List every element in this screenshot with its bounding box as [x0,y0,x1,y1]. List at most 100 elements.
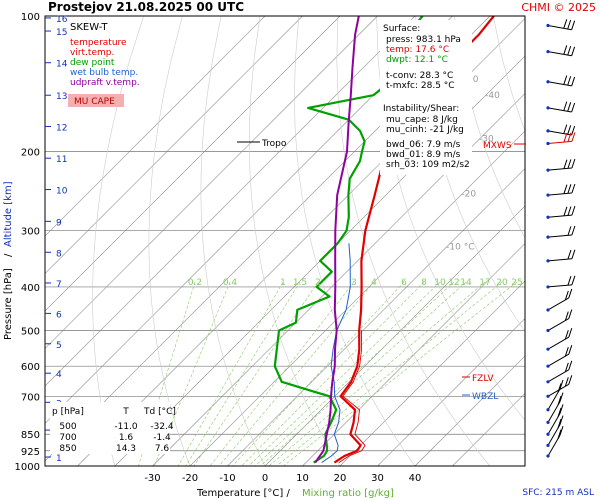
temp-tick--10: -10 [219,473,235,484]
isotherm-20 [339,280,525,466]
barb-feather [557,383,562,393]
legend-item-temperature: temperature [70,38,127,48]
table-row-700-t: 1.6 [119,433,134,443]
barb-feather [571,275,576,285]
barb-feather [568,309,573,319]
mixing-line-3 [185,281,301,466]
barb-feather [571,20,576,30]
wind-barb-120 [546,45,576,57]
dry-adiabat-100 [415,16,525,333]
fzlv-label: FZLV [472,374,494,384]
barb-feather [563,132,568,143]
barb-feather [567,102,572,112]
barb-dot [546,50,550,54]
table-row-500-t: -11.0 [114,422,138,432]
table-row-500-p: 500 [59,422,76,432]
barb-feather [567,249,572,260]
mu-cape-badge [68,94,124,107]
barb-feather [571,46,576,56]
wind-barb-220 [546,158,576,172]
bwd-01-value: bwd_01: 8.9 m/s [386,150,461,160]
altitude-tick-4: 4 [56,370,62,380]
mixing-line-7 [232,281,405,466]
wind-barb-950 [546,426,564,458]
barb-dot [546,408,550,412]
altitude-tick-15: 15 [56,28,67,38]
barb-dot [546,80,550,84]
legend: SKEW-T temperature virt.temp. dew point … [68,22,140,107]
table-row-850-t: 14.3 [116,444,136,454]
barb-feather [564,311,569,321]
temp-tick-40: 40 [409,473,422,484]
altitude-tick-13: 13 [56,92,67,102]
barb-dot [546,285,550,289]
pressure-tick-600: 600 [21,362,40,373]
altitude-tick-12: 12 [56,123,67,133]
barb-feather [567,76,572,86]
barb-feather [567,125,572,135]
barb-feather [568,328,573,338]
mixing-label-11: 14 [460,278,472,288]
dry-adiabat-180 [571,16,600,466]
barb-feather [563,124,568,134]
barb-feather [557,407,562,418]
barb-feather [571,205,576,216]
isotherm--10 [227,168,525,466]
barb-feather [563,75,568,85]
barb-feather [564,347,569,357]
dry-adiabat-20 [248,16,341,466]
annotations: Tropo FZLV WBZL MXWS [237,139,526,402]
legend-heading: SKEW-T [70,22,108,33]
wind-barb-250 [546,183,576,197]
instability-heading: Instability/Shear: [383,104,459,114]
barb-dot [546,259,550,263]
pressure-tick-300: 300 [21,227,40,238]
barb-dot [546,141,550,146]
altitude-tick-1: 1 [56,454,62,464]
legend-item-updraft: udpraft v.temp. [70,78,140,88]
isotherm-label-5: -30 [479,134,494,144]
barb-shaft [547,284,572,288]
surface-tmxfc: t-mxfc: 28.5 °C [386,81,455,91]
pressure-tick-1000: 1000 [15,462,40,473]
mixing-label-10: 12 [448,278,459,288]
pressure-tick-200: 200 [21,147,40,158]
wind-barb-450 [546,288,573,312]
wind-barb-400 [546,275,576,289]
dry-adiabat--20 [148,16,191,466]
mixing-label-7: 6 [401,278,407,288]
altitude-tick-8: 8 [56,249,62,259]
altitude-tick-11: 11 [56,155,67,165]
isotherm-label-6: -20 [461,190,476,200]
isotherm-40 [414,355,525,466]
isotherm--80 [45,16,416,387]
altitude-tick-6: 6 [56,310,62,320]
mixing-line-2 [177,281,284,466]
legend-item-wet-bulb: wet bulb temp. [70,68,138,78]
barb-feather [559,426,564,436]
barb-shaft [547,258,572,262]
wind-barb-180 [546,124,576,136]
wind-barb-280 [546,205,576,219]
dry-adiabat-120 [454,16,525,239]
isotherm-label-4: -40 [485,91,500,101]
isotherm-10 [302,243,525,466]
altitude-tick-5: 5 [56,341,62,351]
wind-barb-105 [546,19,576,31]
surface-box-bg [380,20,472,175]
legend-item-virt-temp: virt.temp. [70,48,114,58]
temp-tick--20: -20 [182,473,198,484]
barb-feather [559,415,564,425]
barb-dot [546,328,550,333]
series-dew-pointline [273,16,424,464]
barb-feather [567,226,572,236]
temp-tick--30: -30 [144,473,160,484]
barb-feather [567,159,572,169]
barb-shaft [547,51,572,57]
barb-feather [571,102,576,113]
mixing-line-14 [283,281,518,466]
wind-barb-750 [546,379,564,412]
barb-feather [567,19,572,30]
mixing-line-12 [268,281,486,466]
